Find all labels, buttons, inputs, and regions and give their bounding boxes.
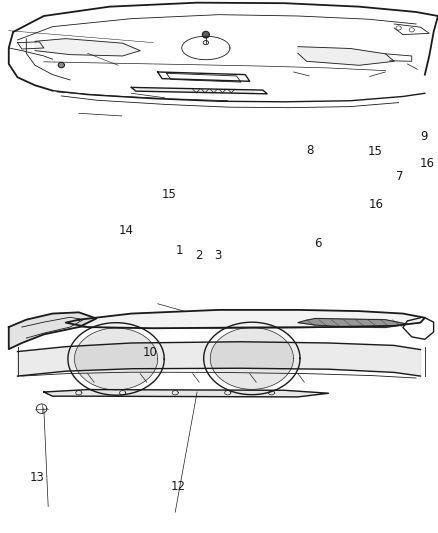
Polygon shape	[202, 31, 209, 38]
Text: 10: 10	[142, 346, 157, 359]
Text: 2: 2	[195, 249, 203, 262]
Text: 6: 6	[314, 237, 322, 250]
Text: 15: 15	[162, 188, 177, 200]
Polygon shape	[74, 328, 158, 390]
Polygon shape	[18, 342, 420, 376]
Text: 7: 7	[396, 171, 404, 183]
Polygon shape	[140, 88, 254, 94]
Text: 16: 16	[420, 157, 434, 170]
Polygon shape	[66, 310, 425, 328]
Text: 3: 3	[215, 249, 222, 262]
Text: 13: 13	[30, 471, 45, 483]
Polygon shape	[44, 390, 328, 397]
Text: 8: 8	[307, 144, 314, 157]
Polygon shape	[35, 39, 140, 56]
Text: 16: 16	[369, 198, 384, 211]
Text: 1: 1	[175, 244, 183, 257]
Polygon shape	[9, 312, 96, 349]
Text: 9: 9	[420, 131, 428, 143]
Polygon shape	[210, 327, 293, 389]
Polygon shape	[58, 62, 64, 68]
Text: 12: 12	[171, 480, 186, 493]
Polygon shape	[298, 318, 407, 328]
Text: 15: 15	[368, 145, 383, 158]
Text: 14: 14	[119, 224, 134, 237]
Polygon shape	[298, 47, 394, 66]
